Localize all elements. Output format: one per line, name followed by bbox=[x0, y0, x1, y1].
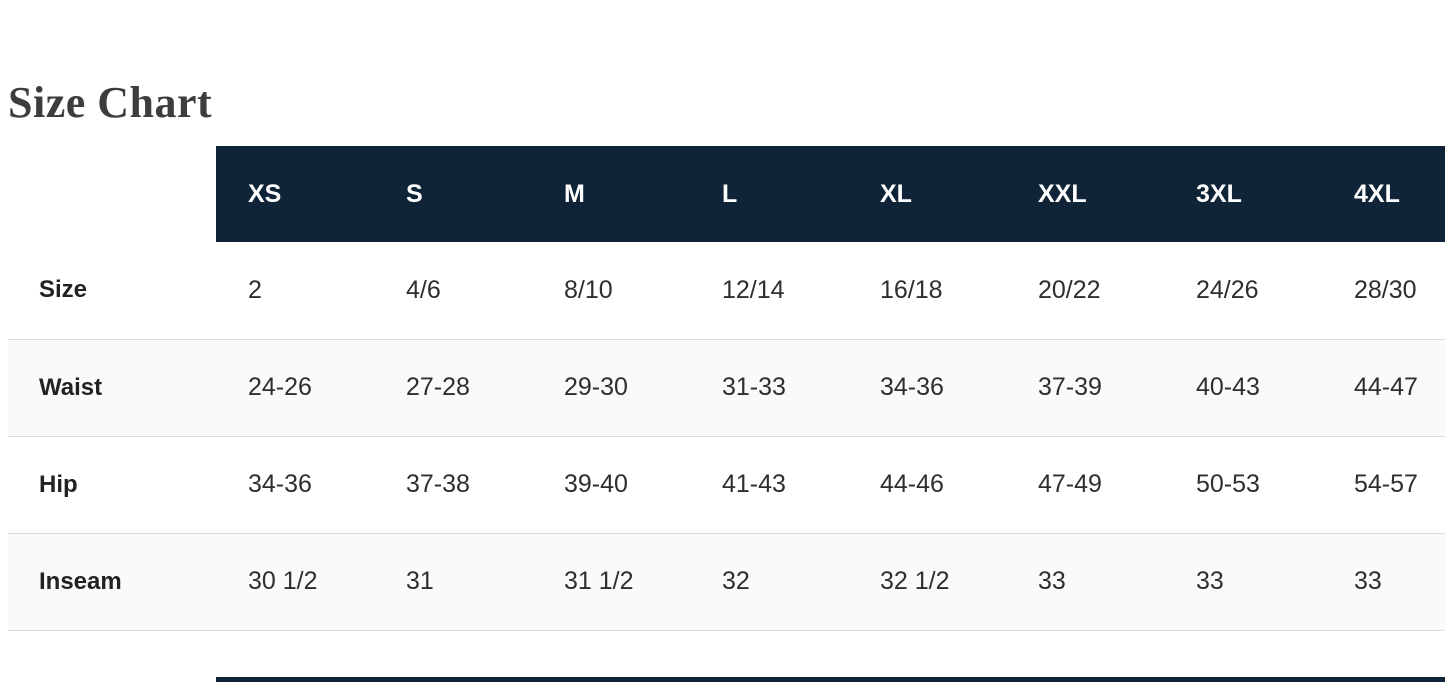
column-header-xl: XL bbox=[848, 146, 1006, 242]
size-4xl: 28/30 bbox=[1354, 275, 1417, 304]
waist-m: 29-30 bbox=[564, 373, 628, 401]
column-header-4xl: 4XL bbox=[1322, 146, 1445, 242]
column-header-xs: XS bbox=[216, 146, 374, 242]
row-label-inseam: Inseam bbox=[39, 567, 122, 595]
hip-l: 41-43 bbox=[722, 470, 786, 498]
size-s: 4/6 bbox=[406, 275, 441, 304]
inseam-4xl: 33 bbox=[1354, 567, 1382, 595]
row-label-waist: Waist bbox=[39, 373, 103, 401]
inseam-l: 32 bbox=[722, 567, 750, 595]
hip-xxl: 47-49 bbox=[1038, 470, 1102, 498]
inseam-3xl: 33 bbox=[1196, 567, 1224, 595]
table-row-size: Size 2 4/6 8/10 12/14 16/18 20/22 24/26 … bbox=[8, 242, 1445, 339]
page-title: Size Chart bbox=[8, 78, 213, 128]
size-xxl: 20/22 bbox=[1038, 275, 1101, 304]
size-chart-table: XS S M L XL XXL 3XL 4XL Size 2 4/6 8/10 … bbox=[8, 146, 1445, 631]
size-xs: 2 bbox=[248, 275, 262, 304]
header-corner-cell bbox=[8, 146, 216, 242]
inseam-xxl: 33 bbox=[1038, 567, 1066, 595]
hip-3xl: 50-53 bbox=[1196, 470, 1260, 498]
next-table-header-sliver bbox=[216, 677, 1445, 682]
row-label-hip: Hip bbox=[39, 470, 78, 498]
inseam-s: 31 bbox=[406, 567, 434, 595]
table-row-hip: Hip 34-36 37-38 39-40 41-43 44-46 47-49 … bbox=[8, 436, 1445, 533]
size-l: 12/14 bbox=[722, 275, 785, 304]
waist-s: 27-28 bbox=[406, 373, 470, 401]
size-chart-header-row: XS S M L XL XXL 3XL 4XL bbox=[8, 146, 1445, 242]
waist-xs: 24-26 bbox=[248, 373, 312, 401]
waist-3xl: 40-43 bbox=[1196, 373, 1260, 401]
waist-xl: 34-36 bbox=[880, 373, 944, 401]
hip-xs: 34-36 bbox=[248, 470, 312, 498]
column-header-l: L bbox=[690, 146, 848, 242]
column-header-s: S bbox=[374, 146, 532, 242]
table-row-inseam: Inseam 30 1/2 31 31 1/2 32 32 1/2 33 33 … bbox=[8, 533, 1445, 630]
table-row-waist: Waist 24-26 27-28 29-30 31-33 34-36 37-3… bbox=[8, 339, 1445, 436]
hip-xl: 44-46 bbox=[880, 470, 944, 498]
hip-4xl: 54-57 bbox=[1354, 470, 1418, 498]
column-header-xxl: XXL bbox=[1006, 146, 1164, 242]
row-label-size: Size bbox=[39, 276, 88, 304]
waist-l: 31-33 bbox=[722, 373, 786, 401]
size-3xl: 24/26 bbox=[1196, 275, 1259, 304]
column-header-m: M bbox=[532, 146, 690, 242]
inseam-xl: 32 1/2 bbox=[880, 567, 950, 595]
waist-4xl: 44-47 bbox=[1354, 373, 1418, 401]
size-xl: 16/18 bbox=[880, 275, 943, 304]
waist-xxl: 37-39 bbox=[1038, 373, 1102, 401]
inseam-xs: 30 1/2 bbox=[248, 567, 318, 595]
hip-m: 39-40 bbox=[564, 470, 628, 498]
column-header-3xl: 3XL bbox=[1164, 146, 1322, 242]
size-m: 8/10 bbox=[564, 275, 613, 304]
inseam-m: 31 1/2 bbox=[564, 567, 634, 595]
hip-s: 37-38 bbox=[406, 470, 470, 498]
